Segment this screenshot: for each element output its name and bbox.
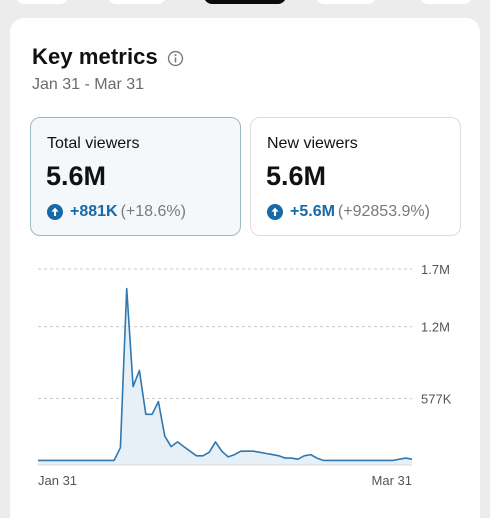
metric-value: 5.6M: [46, 161, 107, 191]
metric-value: 5.6M: [266, 161, 327, 191]
metric-label: New viewers: [267, 135, 358, 152]
delta-absolute: +881K: [70, 203, 118, 220]
date-range: Jan 31 - Mar 31: [32, 76, 145, 93]
top-tab-1[interactable]: [16, 0, 68, 4]
key-metrics-card: Key metrics Jan 31 - Mar 31 Total viewer…: [10, 18, 480, 518]
y-tick-label: 1.7M: [421, 262, 450, 277]
y-tick-label: 577K: [421, 391, 452, 406]
total-viewers-card[interactable]: Total viewers 5.6M +881K (+18.6%): [30, 117, 241, 236]
new-viewers-card[interactable]: New viewers 5.6M +5.6M (+92853.9%): [250, 117, 461, 236]
info-icon[interactable]: [167, 50, 184, 67]
y-tick-label: 1.2M: [421, 320, 450, 335]
arrow-up-icon: [267, 204, 283, 220]
top-tab-5[interactable]: [420, 0, 472, 4]
viewers-chart[interactable]: 1.7M 1.2M 577K Jan 31 Mar 31: [0, 240, 490, 500]
delta-percent: (+92853.9%): [337, 203, 430, 220]
top-tab-active[interactable]: [204, 0, 286, 4]
top-tab-2[interactable]: [108, 0, 166, 4]
delta-absolute: +5.6M: [290, 203, 335, 220]
page-title: Key metrics: [32, 44, 158, 69]
x-tick-label-end: Mar 31: [372, 473, 412, 488]
metric-delta: +5.6M (+92853.9%): [267, 203, 430, 221]
delta-percent: (+18.6%): [120, 203, 186, 220]
top-tab-4[interactable]: [316, 0, 376, 4]
metric-label: Total viewers: [47, 135, 140, 152]
x-tick-label-start: Jan 31: [38, 473, 77, 488]
series-area: [38, 288, 412, 465]
top-tab-strip: [0, 0, 490, 10]
arrow-up-icon: [47, 204, 63, 220]
title-row: Key metrics: [32, 44, 184, 70]
viewers-chart-svg: 1.7M 1.2M 577K Jan 31 Mar 31: [38, 262, 452, 488]
series-line: [38, 287, 413, 462]
metric-delta: +881K (+18.6%): [47, 203, 186, 221]
